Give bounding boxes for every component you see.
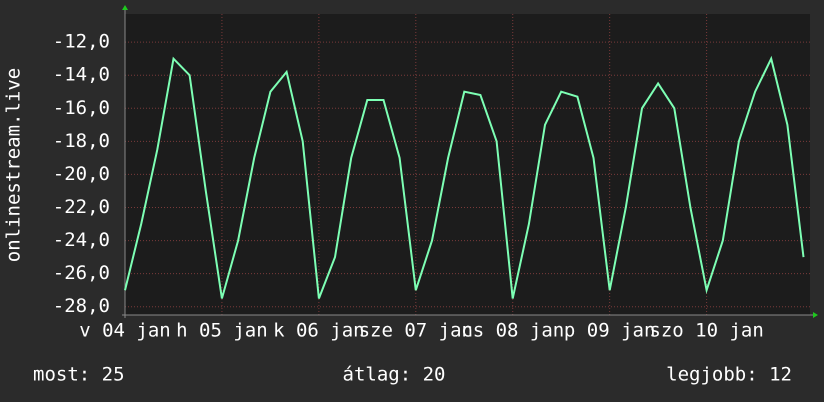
y-axis-label: onlinestream.live	[3, 68, 25, 262]
data-line	[124, 55, 805, 299]
x-tick-label: szo 10 jan	[649, 320, 763, 342]
axis-arrow	[122, 5, 128, 10]
y-tick-label: -16,0	[53, 97, 110, 119]
footer-current: most: 25	[33, 364, 125, 386]
y-tick-label: -26,0	[53, 262, 110, 284]
y-tick-label: -14,0	[53, 64, 110, 86]
x-tick-label: k 06 jan	[273, 320, 365, 342]
x-tick-label: cs 08 jan	[461, 320, 564, 342]
footer-max: legjobb: 12	[666, 364, 792, 386]
plot-area	[125, 14, 810, 315]
y-tick-label: -28,0	[53, 295, 110, 317]
y-tick-label: -22,0	[53, 196, 110, 218]
x-tick-label: v 04 jan	[79, 320, 171, 342]
y-tick-label: -24,0	[53, 229, 110, 251]
y-tick-label: -20,0	[53, 163, 110, 185]
y-tick-label: -18,0	[53, 130, 110, 152]
x-tick-label: sze 07 jan	[359, 320, 473, 342]
y-tick-label: -12,0	[53, 31, 110, 53]
axis-arrow	[813, 312, 818, 318]
footer-average: átlag: 20	[343, 364, 446, 386]
x-tick-label: h 05 jan	[176, 320, 268, 342]
x-tick-label: p 09 jan	[564, 320, 656, 342]
